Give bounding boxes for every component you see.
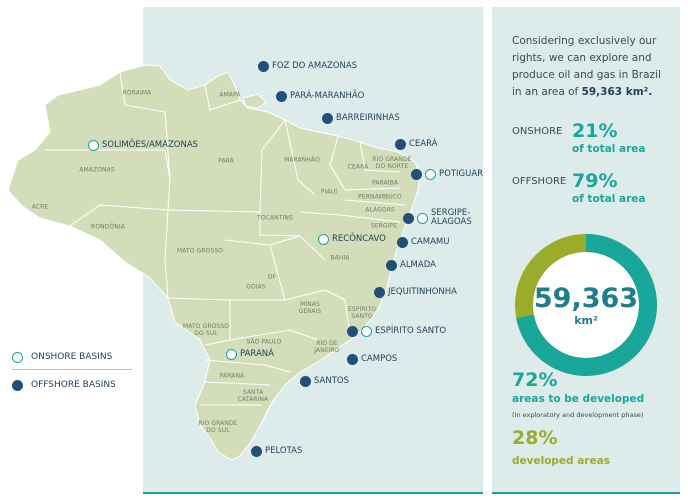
state-label-parana: PARANÁ xyxy=(219,372,245,380)
developed-pct: 28% xyxy=(512,427,558,449)
offshore-basin-marker-icon xyxy=(347,354,358,365)
basin-camamu[interactable]: CAMAMU xyxy=(397,237,449,248)
state-label-tocantins: TOCANTINS xyxy=(257,214,293,222)
offshore-basin-marker-icon xyxy=(322,113,333,124)
onshore-basin-marker-icon xyxy=(361,326,372,337)
basin-para-maranhao[interactable]: PARÁ-MARANHÃO xyxy=(276,91,364,102)
state-label-para: PARÁ xyxy=(218,157,234,165)
legend-divider xyxy=(12,369,132,370)
state-label-espirito-santo: ESPÍRITO SANTO xyxy=(347,306,377,320)
state-label-bahia: BAHIA xyxy=(330,254,350,262)
basin-ceara[interactable]: CEARÁ xyxy=(395,139,438,150)
offshore-basin-marker-icon xyxy=(12,379,23,391)
basin-foz-do-amazonas[interactable]: FOZ DO AMAZONAS xyxy=(258,61,357,72)
offshore-basin-marker-icon xyxy=(276,91,287,102)
state-label-mato-grosso-do-sul: MATO GROSSO DO SUL xyxy=(182,323,230,337)
offshore-basin-marker-icon xyxy=(258,61,269,72)
onshore-basin-marker-icon xyxy=(318,234,329,245)
onshore-basin-marker-icon xyxy=(12,351,23,363)
donut-value: 59,363 xyxy=(533,282,639,314)
donut-unit: km² xyxy=(574,313,598,327)
info-panel: Considering exclusively our rights, we c… xyxy=(492,7,680,494)
basin-jequitinhonha[interactable]: JEQUITINHONHA xyxy=(374,287,457,298)
state-label-goias: GÓIAS xyxy=(246,283,266,291)
onshore-basin-marker-icon xyxy=(226,349,237,360)
to-develop-note: (In exploratory and development phase) xyxy=(512,411,644,419)
offshore-basin-marker-icon xyxy=(374,287,385,298)
donut-to-develop-segment xyxy=(515,234,657,376)
developed-label: developed areas xyxy=(512,455,610,467)
donut-svg xyxy=(515,234,657,376)
offshore-basin-marker-icon xyxy=(347,326,358,337)
state-label-roraima: RORAIMA xyxy=(122,89,152,97)
brazil-land xyxy=(7,64,421,461)
to-develop-pct: 72% xyxy=(512,369,558,391)
offshore-basin-marker-icon xyxy=(386,260,397,271)
map-legend: ONSHORE BASINS OFFSHORE BASINS xyxy=(12,350,132,392)
basin-sergipe-alagoas[interactable]: SERGIPE-ALAGOAS xyxy=(403,209,473,227)
state-label-sergipe: SERGIPE xyxy=(370,222,398,230)
basin-solimoes-amazonas[interactable]: SOLIMÕES/AMAZONAS xyxy=(88,140,198,151)
basin-barreirinhas[interactable]: BARREIRINHAS xyxy=(322,113,400,124)
basin-almada[interactable]: ALMADA xyxy=(386,260,436,271)
state-label-rio-de-janeiro: RIO DE JANEIRO xyxy=(314,340,340,354)
onshore-basin-marker-icon xyxy=(88,140,99,151)
basin-santos[interactable]: SANTOS xyxy=(300,376,349,387)
state-label-rn: RIO GRANDE DO NORTE xyxy=(372,156,412,170)
state-label-alagoas: ALAGOAS xyxy=(365,206,395,214)
legend-onshore: ONSHORE BASINS xyxy=(12,350,132,364)
state-label-ceara: CEARÁ xyxy=(347,163,369,171)
state-label-amazonas: AMAZONAS xyxy=(79,166,115,174)
state-label-amapa: AMAPÁ xyxy=(219,91,241,99)
marajo-island xyxy=(242,93,267,109)
state-label-santa-catarina: SANTA CATARINA xyxy=(237,389,269,403)
state-label-paraiba: PARAÍBA xyxy=(371,179,399,187)
offshore-basin-marker-icon xyxy=(251,446,262,457)
area-donut-chart: 59,363 km² xyxy=(511,230,661,380)
state-label-sao-paulo: SÃO PAULO xyxy=(246,338,282,346)
offshore-basin-marker-icon xyxy=(411,169,422,180)
state-label-acre: ACRE xyxy=(31,203,49,211)
legend-offshore: OFFSHORE BASINS xyxy=(12,378,132,392)
to-develop-label: areas to be developed xyxy=(512,393,645,405)
basin-potiguar[interactable]: POTIGUAR xyxy=(411,169,483,180)
onshore-basin-marker-icon xyxy=(425,169,436,180)
offshore-basin-marker-icon xyxy=(397,237,408,248)
basin-parana[interactable]: PARANÁ xyxy=(226,349,274,360)
offshore-basin-marker-icon xyxy=(300,376,311,387)
basin-campos[interactable]: CAMPOS xyxy=(347,354,397,365)
state-label-piaui: PIAUÍ xyxy=(320,188,338,196)
basin-pelotas[interactable]: PELOTAS xyxy=(251,446,302,457)
intro-area: 59,363 km². xyxy=(581,86,653,98)
state-label-minas-gerais: MINAS GERAIS xyxy=(298,301,322,315)
donut-center: 59,363 km² xyxy=(511,230,661,380)
state-label-rondonia: RONDÔNIA xyxy=(91,223,125,231)
onshore-basin-marker-icon xyxy=(417,212,428,224)
basin-espirito-santo[interactable]: ESPÍRITO SANTO xyxy=(347,326,446,337)
basin-reconcavo[interactable]: RECÔNCAVO xyxy=(318,234,386,245)
state-label-maranhao: MARANHÃO xyxy=(284,156,320,164)
donut-hole xyxy=(524,243,648,367)
offshore-basin-marker-icon xyxy=(403,212,414,224)
state-label-rio-grande-do-sul: RIO GRANDE DO SUL xyxy=(198,420,238,434)
state-label-mato-grosso: MATO GROSSO xyxy=(176,247,224,255)
state-label-pernambuco: PERNAMBUCO xyxy=(358,193,402,201)
state-label-df: DF xyxy=(267,273,277,281)
state-borders xyxy=(45,71,406,406)
offshore-basin-marker-icon xyxy=(395,139,406,150)
intro-text: Considering exclusively our rights, we c… xyxy=(512,35,661,98)
